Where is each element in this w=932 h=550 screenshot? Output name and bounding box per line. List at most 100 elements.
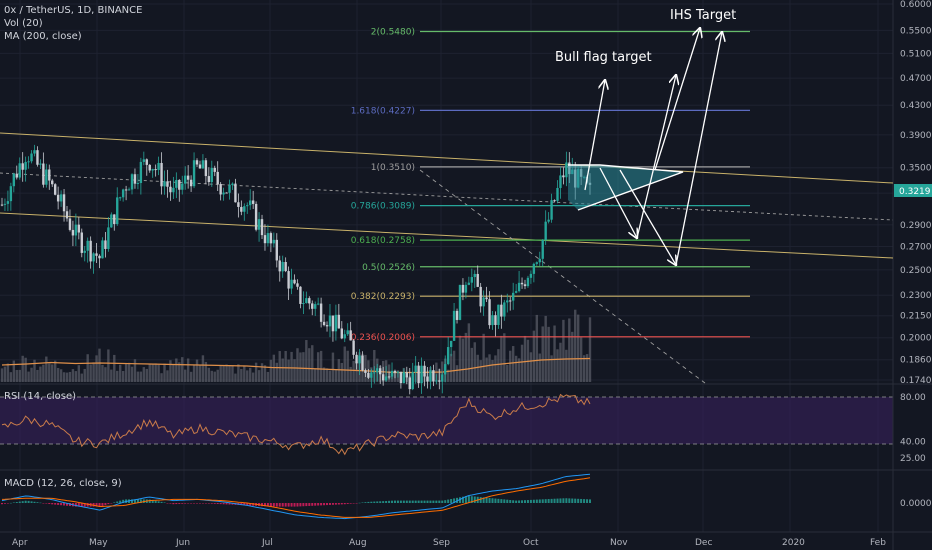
candle-body <box>254 203 258 230</box>
macd-hist-bar <box>550 498 553 503</box>
candle-body <box>316 303 320 305</box>
candle-body <box>420 365 423 384</box>
candle-body <box>517 282 521 292</box>
macd-hist-bar <box>175 503 178 505</box>
macd-axis: 0.0000 <box>900 499 932 509</box>
price-axis[interactable]: 0.6000 0.5500 0.5100 0.4700 0.4300 0.3900 0.35… <box>900 0 932 386</box>
candle-body <box>497 304 500 325</box>
macd-hist-bar <box>379 501 382 503</box>
candle-body <box>101 240 104 259</box>
macd-hist-bar <box>9 502 12 504</box>
volume-bar <box>491 360 494 382</box>
volume-bar <box>98 348 101 382</box>
candle-body <box>139 161 143 184</box>
ma-legend[interactable]: MA (200, close) <box>4 31 82 42</box>
macd-hist-bar <box>213 503 216 504</box>
time-axis[interactable]: Apr May Jun Jul Aug Sep Oct Nov Dec 2020 Feb <box>12 538 886 548</box>
volume-bar <box>198 364 202 382</box>
macd-hist-bar <box>169 503 172 504</box>
candle-body <box>408 377 411 390</box>
macd-hist-bar <box>331 503 334 505</box>
rsi-legend[interactable]: RSI (14, close) <box>4 391 76 402</box>
volume-bar <box>124 363 128 382</box>
macd-hist-bar <box>225 503 228 505</box>
symbol-legend[interactable]: 0x / TetherUS, 1D, BINANCE <box>4 5 142 16</box>
candle-body <box>83 250 86 253</box>
candle-body <box>387 376 391 378</box>
time-tick-label: May <box>89 538 108 548</box>
candle-body <box>364 370 367 373</box>
volume-bar <box>237 364 240 382</box>
volume-bar <box>328 370 332 382</box>
candle-body <box>154 169 157 171</box>
time-tick-label: Oct <box>523 538 539 548</box>
volume-bar <box>33 359 36 382</box>
macd-hist-bar <box>352 503 355 504</box>
volume-bar <box>458 335 462 382</box>
volume-bar <box>204 361 208 382</box>
volume-bar <box>210 370 213 382</box>
volume-bar <box>511 346 515 382</box>
volume-bar <box>446 369 450 382</box>
volume-bar <box>51 364 54 382</box>
volume-bar <box>148 363 151 382</box>
candle-body <box>121 189 125 198</box>
candle-body <box>169 186 172 193</box>
macd-hist-bar <box>432 500 435 503</box>
volume-bar <box>355 361 358 382</box>
candle-body <box>402 372 406 384</box>
volume-bar <box>520 344 524 382</box>
volume-legend[interactable]: Vol (20) <box>4 18 43 29</box>
macd-hist-bar <box>187 503 190 504</box>
candle-body <box>538 258 541 263</box>
volume-bar <box>163 363 166 382</box>
candle-body <box>24 161 27 170</box>
volume-bar <box>56 367 60 382</box>
candle-body <box>39 163 42 165</box>
candle-body <box>305 298 308 304</box>
macd-hist-bar <box>136 499 139 503</box>
candle-body <box>148 164 151 171</box>
signal-line <box>1 477 591 518</box>
arrow-up-3 <box>675 32 722 266</box>
volume-bar <box>154 363 157 382</box>
candle-body <box>432 370 435 382</box>
lower-channel-trendline <box>0 212 894 259</box>
bull-flag-target-label: Bull flag target <box>555 50 652 65</box>
volume-bar <box>284 351 287 382</box>
volume-bar <box>228 365 231 382</box>
volume-bar <box>219 365 222 382</box>
candle-body <box>479 286 482 307</box>
macd-hist-bar <box>453 498 456 503</box>
macd-hist-bar <box>74 503 77 507</box>
candle-body <box>544 221 547 241</box>
time-tick-label: 2020 <box>782 538 805 548</box>
volume-bar <box>136 371 140 382</box>
macd-hist-bar <box>154 500 157 503</box>
macd-hist-bar <box>565 498 568 503</box>
volume-bar <box>263 365 267 382</box>
candle-body <box>449 340 453 348</box>
volume-bar <box>568 318 571 382</box>
candle-body <box>393 370 397 373</box>
macd-hist-bar <box>101 503 104 506</box>
macd-hist-bar <box>323 503 326 506</box>
macd-hist-bar <box>207 503 210 504</box>
macd-hist-bar <box>568 498 571 503</box>
macd-hist-bar <box>201 503 204 504</box>
bull-flag-pennant <box>568 165 683 210</box>
price-tick-label: 0.1860 <box>900 356 932 366</box>
candle-body <box>491 315 494 326</box>
volume-bar <box>189 371 193 382</box>
macd-legend[interactable]: MACD (12, 26, close, 9) <box>4 478 122 489</box>
volume-bar <box>571 331 574 382</box>
candle-body <box>511 292 515 301</box>
macd-hist-bar <box>181 503 184 504</box>
rsi-line <box>1 393 591 456</box>
macd-hist-bar <box>166 503 169 504</box>
price-tick-label: 0.5500 <box>900 26 932 36</box>
macd-hist-bar <box>473 496 476 503</box>
candle-body <box>532 263 536 274</box>
candle-body <box>325 325 329 327</box>
